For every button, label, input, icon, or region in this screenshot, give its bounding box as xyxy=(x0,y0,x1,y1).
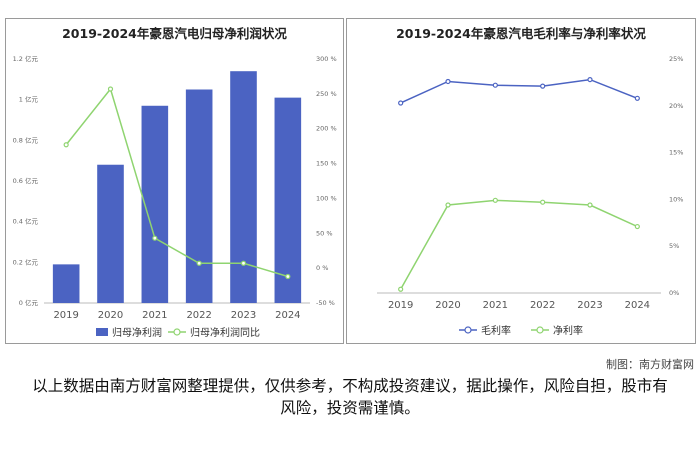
left-y-tick-label: 1 亿元 xyxy=(19,95,39,104)
bar xyxy=(141,105,169,304)
line-point xyxy=(285,273,291,280)
x-tick-label: 2024 xyxy=(275,310,300,321)
line-point xyxy=(492,82,498,88)
legend-swatch-marker xyxy=(536,326,544,334)
right-y-tick-label: 250 % xyxy=(316,90,337,98)
legend-label: 归母净利润 xyxy=(112,326,162,339)
x-tick-label: 2020 xyxy=(435,300,460,311)
right-chart-title: 2019-2024年豪恩汽电毛利率与净利率状况 xyxy=(396,26,646,41)
series-line xyxy=(400,78,638,104)
bar xyxy=(97,164,124,303)
left-y-tick-label: 0.6 亿元 xyxy=(13,176,39,185)
left-y-tick-label: 1.2 亿元 xyxy=(13,54,39,63)
right-y-tick-label: 150 % xyxy=(316,160,337,168)
series-line xyxy=(65,87,289,278)
left-y-tick-label: 0 亿元 xyxy=(19,298,39,307)
legend-label: 归母净利润同比 xyxy=(190,326,260,339)
left-chart-title: 2019-2024年豪恩汽电归母净利润状况 xyxy=(62,26,287,41)
line-point xyxy=(634,223,640,230)
line-point xyxy=(107,86,114,92)
line-point xyxy=(196,260,202,266)
series-line xyxy=(400,199,638,290)
x-tick-label: 2022 xyxy=(530,300,555,311)
x-tick-label: 2021 xyxy=(483,300,508,311)
legend-swatch-marker xyxy=(173,328,181,336)
line-point xyxy=(540,199,546,205)
right-chart-panel: 2019-2024年豪恩汽电毛利率与净利率状况 0% 5% 10% 15% 20% 25%… xyxy=(346,18,696,344)
right-y-tick-label: 15% xyxy=(669,149,683,157)
legend-label: 毛利率 xyxy=(481,324,511,337)
left-chart: 0 亿元 0.2 亿元 0.4 亿元 0.6 亿元 0.8 亿元 1 亿元 1.2 亿元 -5… xyxy=(13,54,337,339)
right-chart: 0% 5% 10% 15% 20% 25% 2019 2020 2021 2022 2023 2024… xyxy=(377,55,683,337)
x-tick-label: 2024 xyxy=(625,300,650,311)
line-point xyxy=(445,78,451,85)
x-tick-label: 2023 xyxy=(231,310,256,321)
line-point xyxy=(634,95,640,101)
line-point xyxy=(63,142,69,148)
line-point xyxy=(445,202,451,208)
bar xyxy=(274,97,302,303)
right-y-tick-label: 0 % xyxy=(316,264,328,272)
right-y-tick-label: 0% xyxy=(669,289,679,297)
right-y-tick-label: 200 % xyxy=(316,125,337,133)
left-y-tick-label: 0.2 亿元 xyxy=(13,257,39,266)
right-y-tick-label: 5% xyxy=(669,242,679,250)
legend-label: 净利率 xyxy=(553,324,583,337)
right-y-tick-label: -50 % xyxy=(316,299,335,307)
right-y-tick-label: 10% xyxy=(669,195,683,203)
line-point xyxy=(398,100,404,106)
left-y-tick-label: 0.8 亿元 xyxy=(13,135,39,144)
left-chart-panel: 2019-2024年豪恩汽电归母净利润状况 0 亿元 0.2 亿元 0.4 亿元 0.… xyxy=(5,18,344,344)
bar xyxy=(52,264,80,303)
line-point xyxy=(587,202,593,208)
line-point xyxy=(587,76,593,83)
x-tick-label: 2019 xyxy=(53,310,78,321)
line-point xyxy=(398,286,404,292)
disclaimer-text: 以上数据由南方财富网整理提供，仅供参考，不构成投资建议，据此操作，风险自担，股市… xyxy=(32,377,668,417)
legend-swatch-marker xyxy=(464,326,472,334)
x-tick-label: 2021 xyxy=(142,310,167,321)
bar xyxy=(185,89,213,303)
right-y-tick-label: 100 % xyxy=(316,194,337,202)
right-y-tick-label: 300 % xyxy=(316,55,337,63)
right-y-tick-label: 20% xyxy=(669,102,683,110)
x-tick-label: 2019 xyxy=(388,300,413,311)
x-tick-label: 2020 xyxy=(98,310,123,321)
line-point xyxy=(240,260,247,266)
line-point xyxy=(540,83,546,89)
legend-swatch-bar xyxy=(96,328,108,336)
x-tick-label: 2023 xyxy=(577,300,602,311)
right-y-tick-label: 50 % xyxy=(316,229,333,237)
right-y-tick-label: 25% xyxy=(669,55,683,63)
line-point xyxy=(492,197,498,203)
line-point xyxy=(152,235,158,241)
x-tick-label: 2022 xyxy=(186,310,211,321)
chart-credit: 制图：南方财富网 xyxy=(606,358,694,371)
bar xyxy=(230,71,257,303)
left-y-tick-label: 0.4 亿元 xyxy=(13,217,39,226)
